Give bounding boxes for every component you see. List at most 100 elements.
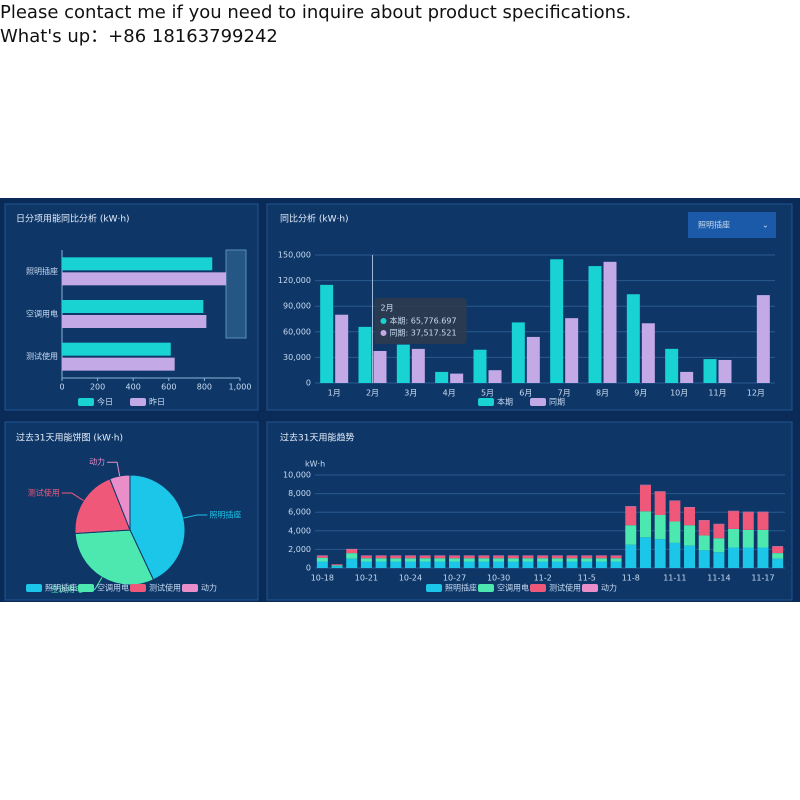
bar-segment	[537, 558, 549, 562]
y-tick-label: 10,000	[283, 471, 311, 480]
bar-segment	[610, 558, 622, 562]
x-tick-label: 1月	[328, 389, 341, 398]
bar-segment	[581, 558, 593, 562]
bar-segment	[566, 558, 578, 562]
bar	[62, 300, 204, 313]
bar-segment	[698, 520, 710, 536]
legend-swatch	[582, 584, 598, 592]
bar-segment	[419, 555, 431, 559]
bar-segment	[419, 561, 431, 568]
y-tick-label: 150,000	[278, 251, 311, 260]
bar	[450, 373, 464, 383]
bar-segment	[478, 558, 490, 562]
bar-segment	[316, 561, 328, 568]
legend-label: 测试使用	[149, 583, 181, 593]
bar-segment	[449, 558, 461, 562]
bar-segment	[537, 555, 549, 559]
legend-label: 动力	[601, 583, 617, 593]
chart-title: 过去31天用能趋势	[280, 432, 354, 444]
bar-segment	[566, 561, 578, 568]
bar-segment	[463, 558, 475, 562]
bar-segment	[742, 547, 754, 568]
bar	[396, 344, 410, 383]
legend-label: 空调用电	[97, 583, 129, 593]
bar	[641, 323, 655, 383]
x-tick-label: 11-5	[578, 574, 596, 583]
y-tick-label: 2,000	[288, 545, 311, 554]
bar-segment	[595, 558, 607, 562]
dropdown[interactable]	[688, 212, 776, 238]
x-tick-label: 11-8	[622, 574, 640, 583]
bar-segment	[493, 561, 505, 568]
bar-segment	[493, 558, 505, 562]
bar	[626, 294, 640, 383]
y-tick-label: 4,000	[288, 526, 311, 535]
tooltip-title: 2月	[381, 304, 394, 313]
bar	[358, 326, 372, 383]
bar-segment	[375, 561, 387, 568]
bar-segment	[757, 529, 769, 548]
bar	[488, 370, 502, 383]
x-tick-label: 10-18	[311, 574, 334, 583]
dropdown-arrow[interactable]: ⌄	[762, 221, 769, 230]
bar-segment	[404, 561, 416, 568]
bar	[435, 371, 449, 383]
bar	[665, 348, 679, 383]
pie-leader	[61, 492, 84, 501]
bar-segment	[728, 528, 740, 548]
legend-swatch	[530, 584, 546, 592]
legend-label: 动力	[201, 583, 217, 593]
x-tick-label: 4月	[443, 389, 456, 398]
y-tick-label: 测试使用	[26, 351, 58, 361]
bar-segment	[684, 507, 696, 526]
bar-segment	[639, 511, 651, 538]
bar-segment	[507, 561, 519, 568]
y-tick-label: 0	[306, 564, 311, 573]
y-tick-label: 8,000	[288, 489, 311, 498]
pie-leader	[183, 514, 208, 519]
legend-swatch	[78, 584, 94, 592]
x-tick-label: 2月	[366, 389, 379, 398]
x-tick-label: 11-14	[707, 574, 730, 583]
dropdown-value[interactable]: 照明插座	[698, 220, 730, 230]
bar	[511, 322, 525, 383]
legend-swatch	[130, 584, 146, 592]
bar-segment	[478, 561, 490, 568]
bar	[320, 284, 334, 383]
y-tick-label: 120,000	[278, 276, 311, 285]
bar-segment	[728, 547, 740, 568]
bar	[411, 348, 425, 383]
pie-label: 照明插座	[209, 509, 241, 519]
bar-segment	[331, 565, 343, 567]
pie-label: 空调用电	[51, 584, 83, 594]
panel	[266, 421, 793, 601]
header-line: Please contact me if you need to inquire…	[0, 2, 631, 23]
bar-segment	[625, 525, 637, 545]
bar	[526, 336, 540, 383]
bar-segment	[742, 529, 754, 548]
tooltip-dot	[380, 318, 387, 324]
bar	[718, 359, 732, 383]
bar-segment	[566, 555, 578, 559]
bar-segment	[581, 561, 593, 568]
legend-label: 测试使用	[549, 583, 581, 593]
bar	[62, 357, 175, 371]
bar-segment	[507, 558, 519, 562]
pie-leader	[107, 461, 121, 477]
x-tick-label: 10-30	[487, 574, 510, 583]
bar	[473, 349, 487, 383]
x-tick-label: 9月	[634, 389, 647, 398]
bar-segment	[772, 558, 784, 568]
x-tick-label: 600	[161, 383, 176, 392]
y-tick-label: 90,000	[283, 302, 311, 311]
y-tick-label: 照明插座	[26, 266, 58, 276]
y-tick-label: 60,000	[283, 327, 311, 336]
header-line: What's up：+86 18163799242	[0, 26, 278, 47]
x-tick-label: 7月	[558, 389, 571, 398]
bar-segment	[449, 561, 461, 568]
bar	[62, 257, 213, 271]
bar-segment	[390, 555, 402, 559]
zoom-slider[interactable]	[225, 249, 247, 339]
bar-segment	[316, 555, 328, 558]
